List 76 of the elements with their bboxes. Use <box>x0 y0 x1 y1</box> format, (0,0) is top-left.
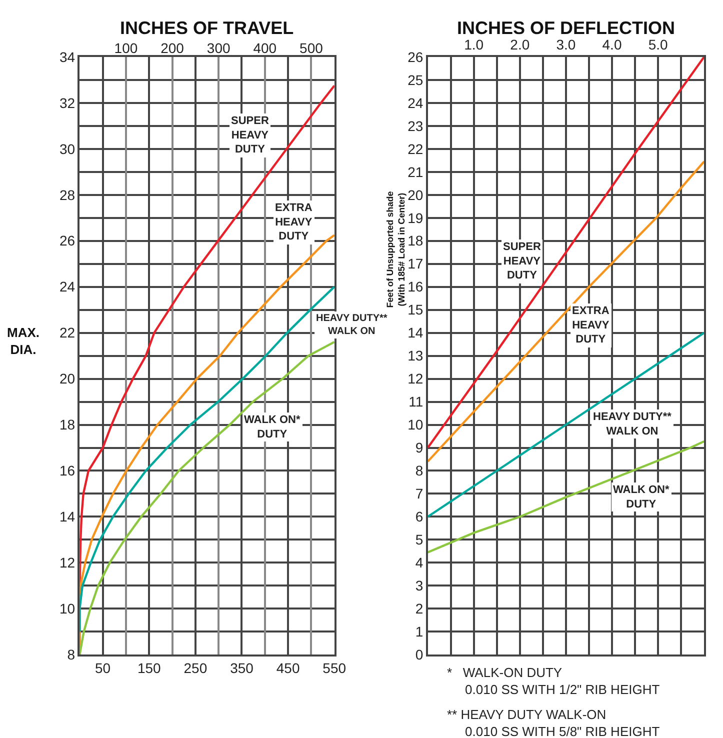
y-tick-label: 12 <box>408 370 424 387</box>
y-tick-label: 14 <box>60 508 76 525</box>
y-tick-label: 11 <box>408 394 424 410</box>
x-tick-label: 250 <box>184 660 208 676</box>
y-tick-label: 23 <box>408 118 424 134</box>
series-label: WALK ON* DUTY <box>244 414 301 440</box>
series-label: HEAVY DUTY** WALK ON <box>593 411 672 438</box>
y-axis-title: MAX. DIA. <box>7 325 40 357</box>
y-tick-label: 13 <box>408 348 424 364</box>
x2-tick-label: 100 <box>114 40 138 56</box>
y-tick-label: 4 <box>415 554 424 571</box>
x-tick-label: 50 <box>95 660 111 676</box>
line-series <box>80 340 334 655</box>
y-tick-label: 14 <box>408 324 424 341</box>
y-tick-label: 20 <box>408 186 424 203</box>
y-tick-label: 8 <box>415 462 424 479</box>
series-label: SUPER HEAVY DUTY <box>231 115 270 156</box>
y-tick-label: 12 <box>60 554 76 571</box>
y-tick-label: 18 <box>60 416 76 433</box>
y-tick-label: 22 <box>408 140 424 157</box>
y-axis-title: Feet of Unsupported shade (With 185# Load in Center) <box>384 191 407 308</box>
x-tick-label: 1.0 <box>464 36 484 53</box>
series-label: WALK ON* DUTY <box>613 484 670 510</box>
y-tick-label: 0 <box>415 646 424 663</box>
y-tick-label: 34 <box>60 48 76 65</box>
series-label: EXTRA HEAVY DUTY <box>275 202 313 243</box>
x-tick-label: 350 <box>230 660 254 676</box>
y-tick-label: 16 <box>60 462 76 479</box>
y-tick-label: 3 <box>415 578 424 594</box>
y-tick-label: 2 <box>415 600 424 617</box>
x-tick-label: 4.0 <box>602 36 622 53</box>
series-label: SUPER HEAVY DUTY <box>503 241 542 282</box>
y-tick-label: 28 <box>60 186 76 203</box>
x-tick-label: 150 <box>137 660 162 676</box>
x-tick-label: 3.0 <box>556 36 576 53</box>
y-tick-label: 10 <box>60 600 76 617</box>
y-tick-label: 5 <box>415 532 424 548</box>
y-tick-label: 9 <box>415 440 424 456</box>
chart-title: INCHES OF DEFLECTION <box>457 18 676 38</box>
x-tick-label: 450 <box>276 660 300 676</box>
x-tick-label: 2.0 <box>510 36 530 53</box>
x2-tick-label: 200 <box>160 40 184 56</box>
series-label: HEAVY DUTY** WALK ON <box>316 313 388 337</box>
y-tick-label: 15 <box>408 302 424 318</box>
line-series <box>428 332 704 518</box>
line-series <box>428 440 704 554</box>
y-tick-label: 26 <box>60 232 76 249</box>
y-tick-label: 25 <box>408 72 424 88</box>
text: ** HEAVY DUTY WALK-ON 0.010 SS WITH 5/8" RIB HEIGHT <box>447 707 660 738</box>
y-tick-label: 18 <box>408 232 424 249</box>
y-tick-label: 22 <box>60 324 76 341</box>
x2-tick-label: 300 <box>206 40 230 56</box>
y-tick-label: 30 <box>60 140 76 157</box>
text: * WALK-ON DUTY 0.010 SS WITH 1/2" RIB HEIGHT <box>447 665 660 697</box>
y-tick-label: 1 <box>415 624 424 640</box>
y-tick-label: 10 <box>408 416 424 433</box>
x-tick-label: 5.0 <box>648 36 668 53</box>
y-tick-label: 8 <box>67 646 76 663</box>
line-series <box>428 160 704 463</box>
line-series <box>428 56 704 449</box>
y-tick-label: 26 <box>408 48 424 65</box>
series-label: EXTRA HEAVY DUTY <box>572 305 610 346</box>
y-tick-label: 7 <box>415 486 424 502</box>
chart-title: INCHES OF TRAVEL <box>120 18 294 38</box>
y-tick-label: 24 <box>408 94 424 111</box>
y-tick-label: 24 <box>60 278 76 295</box>
x2-tick-label: 400 <box>253 40 277 56</box>
x-tick-label: 550 <box>322 660 346 676</box>
x2-tick-label: 500 <box>300 40 324 56</box>
y-tick-label: 16 <box>408 278 424 295</box>
y-tick-label: 20 <box>60 370 76 387</box>
y-tick-label: 32 <box>60 94 76 111</box>
y-tick-label: 21 <box>408 164 424 180</box>
y-tick-label: 17 <box>408 256 424 272</box>
y-tick-label: 6 <box>415 508 424 525</box>
y-tick-label: 19 <box>408 210 424 226</box>
